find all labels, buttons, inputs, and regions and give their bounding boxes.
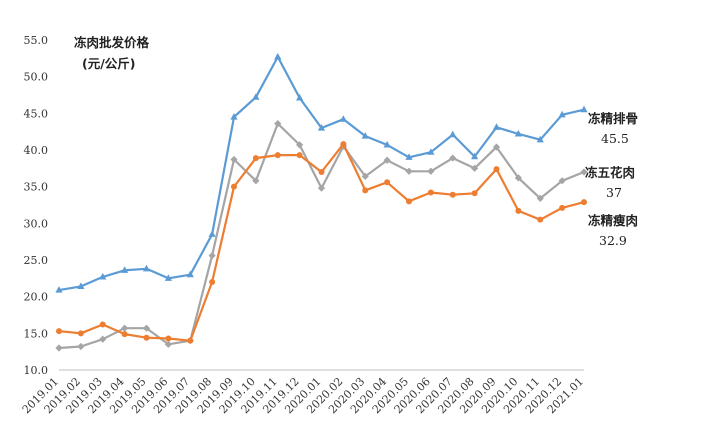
series-2 bbox=[56, 141, 587, 344]
data-point bbox=[55, 344, 63, 352]
data-point bbox=[580, 105, 588, 113]
y-tick-label: 10.0 bbox=[24, 364, 49, 377]
data-point bbox=[77, 282, 85, 289]
chart-title: 冻肉批发价格 bbox=[74, 35, 150, 50]
data-point bbox=[558, 177, 566, 185]
data-point bbox=[317, 124, 326, 131]
data-point bbox=[536, 135, 544, 143]
data-point bbox=[252, 93, 260, 100]
data-point bbox=[427, 148, 435, 155]
data-point bbox=[361, 132, 369, 139]
data-point bbox=[187, 337, 194, 344]
data-point bbox=[142, 324, 151, 332]
y-tick-label: 35.0 bbox=[24, 181, 49, 194]
data-point bbox=[449, 130, 457, 138]
data-point bbox=[230, 155, 238, 164]
data-point bbox=[121, 324, 129, 332]
data-point bbox=[55, 286, 63, 293]
data-point bbox=[296, 93, 304, 101]
series-end-value-pork-belly: 37 bbox=[606, 185, 622, 200]
data-point bbox=[383, 140, 391, 148]
data-point bbox=[296, 152, 303, 159]
data-point bbox=[252, 177, 260, 185]
data-point bbox=[536, 194, 544, 202]
chart-unit: (元/公斤) bbox=[82, 56, 136, 71]
series-label-pork-belly: 冻五花肉 bbox=[585, 165, 635, 180]
data-point bbox=[274, 152, 281, 159]
data-point bbox=[339, 115, 347, 122]
data-point bbox=[580, 168, 588, 176]
data-point bbox=[492, 143, 501, 151]
data-point bbox=[164, 274, 172, 281]
data-point bbox=[274, 52, 282, 60]
data-point bbox=[559, 204, 566, 211]
series-label-ribs: 冻精排骨 bbox=[588, 111, 638, 126]
data-point bbox=[209, 279, 216, 285]
data-point bbox=[383, 156, 391, 164]
series-end-value-lean-meat: 32.9 bbox=[599, 233, 627, 248]
data-point bbox=[340, 141, 347, 148]
data-point bbox=[121, 331, 128, 338]
data-point bbox=[362, 187, 369, 194]
x-axis-ticks: 2019.012019.022019.032019.042019.052019.… bbox=[20, 375, 586, 416]
data-point bbox=[317, 184, 326, 192]
data-point bbox=[361, 172, 369, 180]
y-tick-label: 50.0 bbox=[24, 71, 49, 84]
y-tick-label: 45.0 bbox=[24, 107, 49, 120]
series-label-lean-meat: 冻精瘦肉 bbox=[588, 213, 638, 228]
y-tick-label: 55.0 bbox=[24, 34, 49, 47]
data-point bbox=[99, 321, 106, 328]
data-point bbox=[514, 129, 522, 137]
data-point bbox=[208, 230, 216, 237]
data-point bbox=[77, 330, 84, 337]
data-point bbox=[514, 174, 522, 182]
y-tick-label: 40.0 bbox=[24, 144, 49, 157]
y-axis-ticks: 10.0 15.0 20.0 25.0 30.0 35.0 40.0 45.0 50.0 55.0 bbox=[24, 34, 49, 377]
data-point bbox=[186, 270, 194, 278]
data-point bbox=[121, 266, 129, 273]
series-1 bbox=[55, 120, 588, 352]
data-point bbox=[405, 153, 413, 160]
y-tick-label: 20.0 bbox=[24, 291, 49, 304]
data-point bbox=[99, 335, 107, 343]
data-point bbox=[449, 154, 457, 162]
data-point bbox=[274, 120, 282, 128]
data-point bbox=[99, 272, 107, 280]
data-point bbox=[143, 334, 150, 341]
data-point bbox=[77, 342, 85, 351]
y-tick-label: 25.0 bbox=[24, 254, 49, 267]
data-point bbox=[142, 264, 151, 272]
data-point bbox=[558, 110, 566, 118]
data-point bbox=[165, 335, 172, 342]
data-point bbox=[230, 113, 238, 120]
y-tick-label: 30.0 bbox=[24, 217, 49, 230]
data-point bbox=[471, 164, 479, 172]
data-point bbox=[384, 179, 391, 186]
data-point bbox=[581, 199, 587, 206]
series-0 bbox=[55, 52, 588, 293]
data-point bbox=[471, 152, 479, 160]
data-point bbox=[427, 167, 435, 175]
data-point bbox=[296, 141, 304, 149]
data-point bbox=[56, 328, 62, 335]
data-point bbox=[449, 191, 456, 198]
data-point bbox=[231, 183, 237, 190]
data-point bbox=[252, 155, 259, 162]
data-point bbox=[471, 190, 478, 197]
data-point bbox=[492, 123, 501, 130]
data-point bbox=[406, 198, 412, 205]
y-tick-label: 15.0 bbox=[24, 327, 49, 340]
data-point bbox=[164, 340, 172, 348]
series-layer bbox=[55, 52, 588, 352]
series-end-value-ribs: 45.5 bbox=[601, 131, 629, 146]
data-point bbox=[515, 207, 522, 214]
data-point bbox=[493, 166, 500, 173]
data-point bbox=[405, 167, 413, 175]
data-point bbox=[318, 169, 325, 175]
series-line bbox=[58, 122, 585, 350]
data-point bbox=[537, 216, 544, 223]
data-point bbox=[427, 189, 434, 196]
data-point bbox=[208, 252, 216, 260]
